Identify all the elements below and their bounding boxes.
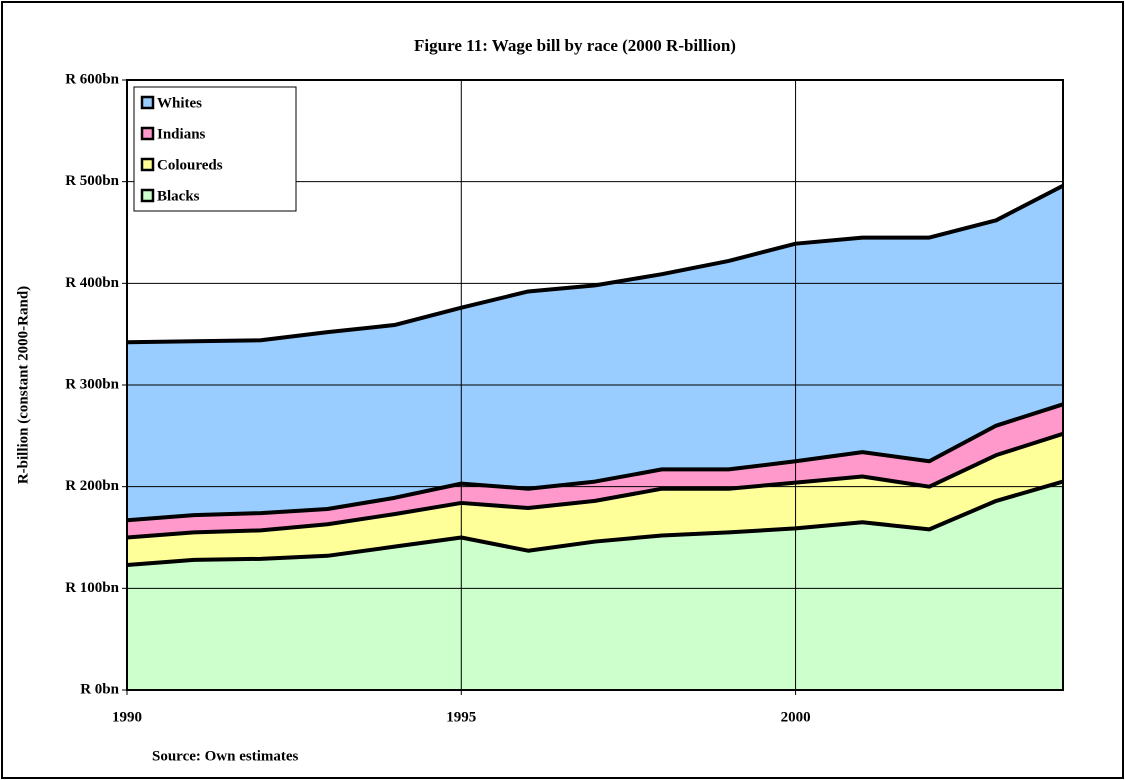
y-tick-label: R 200bn [65,478,119,494]
y-tick-label: R 300bn [65,376,119,392]
legend-swatch [140,126,155,141]
area-fill [127,433,1063,565]
legend-label: Indians [157,126,206,142]
legend-label: Whites [157,95,202,111]
x-tick-label: 2000 [781,709,811,725]
y-tick-label: R 600bn [65,71,119,87]
y-tick-label: R 400bn [65,275,119,291]
series-line [126,479,1064,567]
legend-swatch [140,95,155,110]
x-tick-label: 1990 [112,709,142,725]
series-line [126,431,1064,540]
legend-label: Blacks [157,188,200,204]
legend-box [133,86,297,212]
y-tick-label: R 100bn [65,580,119,596]
series-line [126,183,1064,345]
x-tick-label: 1995 [446,709,476,725]
area-fill [127,481,1063,690]
y-axis-label: R-billion (constant 2000-Rand) [15,286,31,484]
source-note: Source: Own estimates [152,748,299,764]
y-tick-label: R 0bn [80,681,119,697]
series-line [126,402,1064,523]
legend-swatch [140,188,155,203]
legend-swatch [140,157,155,172]
area-fill [127,185,1063,521]
legend-label: Coloureds [157,157,223,173]
y-tick-label: R 500bn [65,173,119,189]
chart-title: Figure 11: Wage bill by race (2000 R-bil… [414,36,736,55]
